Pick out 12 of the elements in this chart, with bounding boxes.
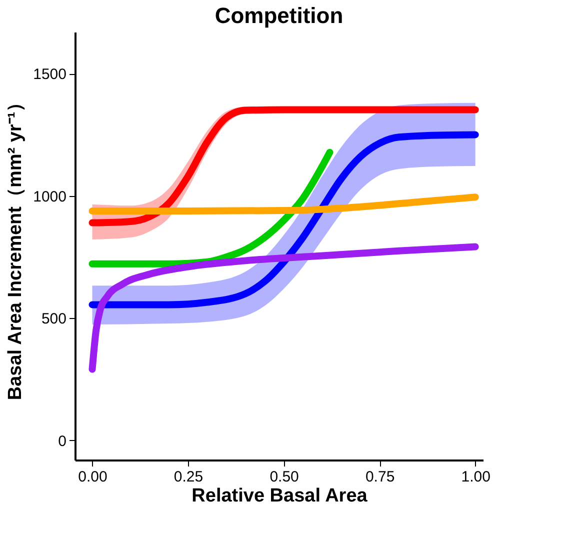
x-tick-label: 0.00: [78, 468, 108, 486]
x-tick-label: 0.25: [174, 468, 204, 486]
x-tick-label: 0.75: [365, 468, 395, 486]
x-tick-label: 0.50: [270, 468, 299, 486]
chart-title: Competition: [214, 3, 344, 28]
y-tick-label: 0: [58, 432, 66, 450]
y-axis-title: Basal Area Increment（mm² yr⁻¹）: [5, 92, 26, 400]
y-tick-label: 1500: [33, 66, 66, 84]
y-tick-label: 1000: [33, 188, 66, 206]
y-tick-label: 500: [41, 310, 66, 328]
x-axis-title: Relative Basal Area: [192, 486, 368, 506]
x-tick-label: 1.00: [461, 468, 490, 486]
